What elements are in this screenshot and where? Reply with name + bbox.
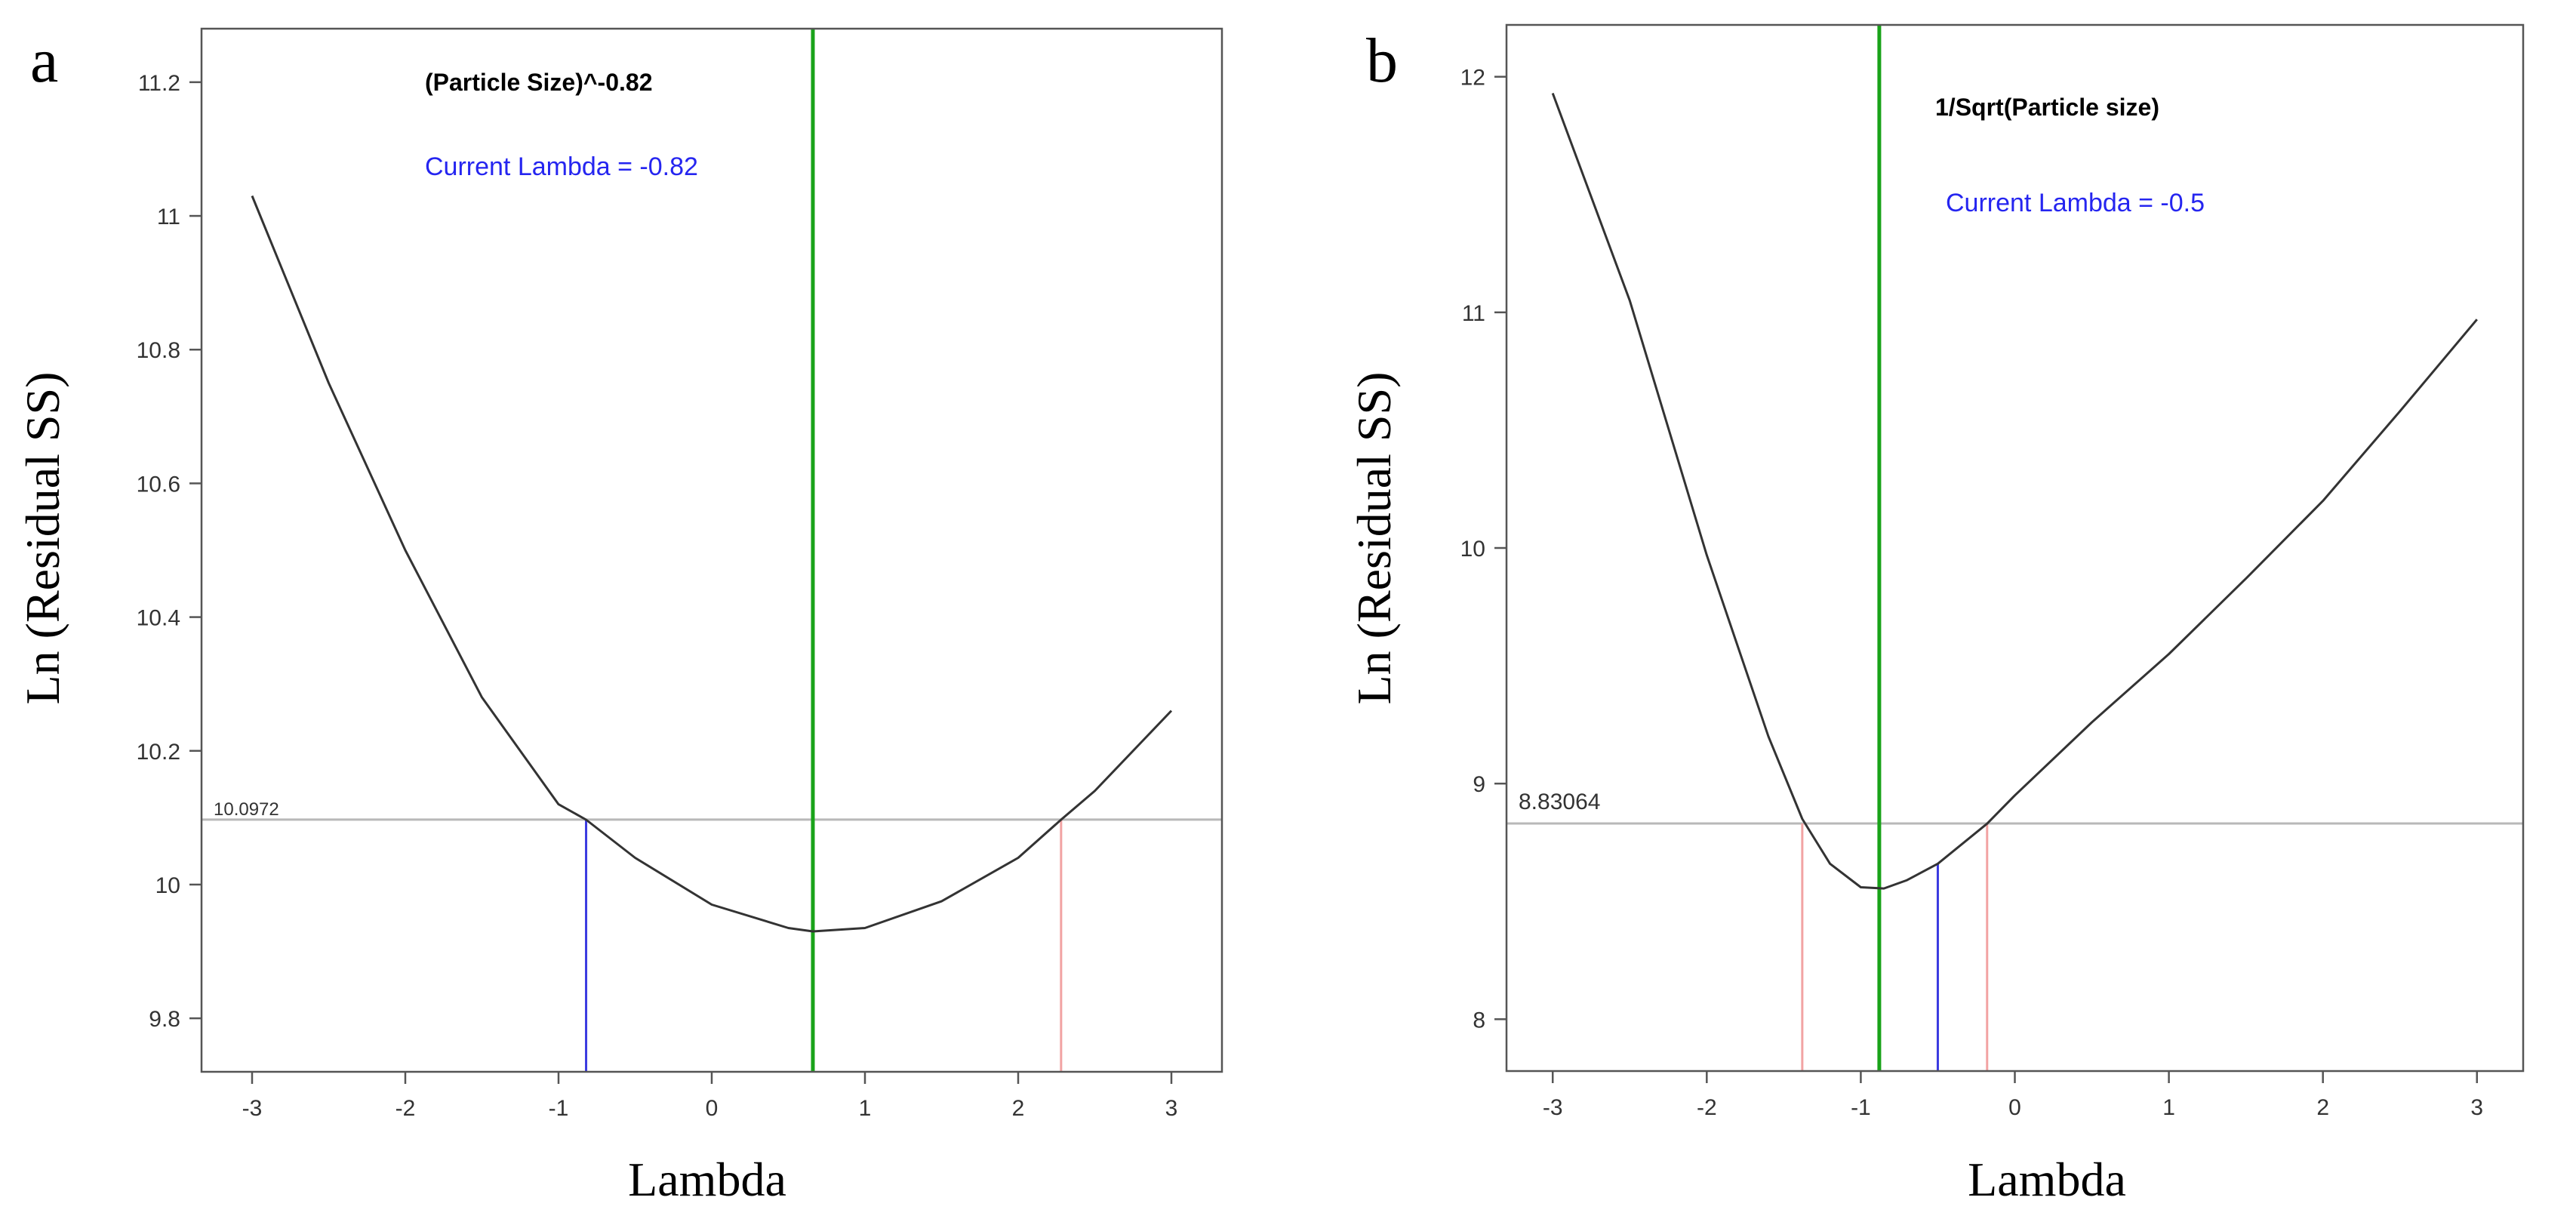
panel-a: a Ln (Residual SS) Lambda (Particle Size… — [16, 26, 1223, 1206]
panel-a-current-lambda-text: Current Lambda = -0.82 — [425, 152, 698, 181]
panel-a-x-tick-label: 2 — [1012, 1096, 1025, 1121]
panel-b-ylabel: Ln (Residual SS) — [1347, 372, 1401, 705]
panel-a-x-tick-label: 0 — [706, 1096, 719, 1121]
panel-b-y-tick-label: 8 — [1473, 1008, 1485, 1033]
panel-a-y-tick-label: 9.8 — [149, 1007, 180, 1032]
panel-b-xlabel: Lambda — [1968, 1153, 2126, 1206]
panel-a-y-tick-label: 10.2 — [137, 740, 180, 765]
panel-b-threshold-label: 8.83064 — [1519, 790, 1600, 814]
panel-a-threshold-label: 10.0972 — [214, 799, 279, 820]
panel-b-curve — [1551, 92, 2478, 890]
panel-a-curve — [251, 195, 1173, 933]
panel-b-current-lambda-text: Current Lambda = -0.5 — [1946, 189, 2205, 217]
panel-a-title: (Particle Size)^-0.82 — [425, 69, 652, 96]
panel-a-y-tick-label: 10.6 — [137, 472, 180, 497]
panel-a-x-tick-label: -3 — [242, 1096, 263, 1121]
panel-b-y-tick-label: 10 — [1460, 537, 1485, 562]
panel-b-title: 1/Sqrt(Particle size) — [1935, 94, 2159, 121]
panel-b-label: b — [1366, 26, 1398, 96]
panel-a-ylabel: Ln (Residual SS) — [16, 372, 69, 705]
panel-b-x-tick-label: 1 — [2162, 1095, 2175, 1120]
panel-b-x-tick-label: 0 — [2008, 1095, 2021, 1120]
panel-a-y-tick-label: 11.2 — [138, 71, 180, 96]
panel-b-y-tick-label: 9 — [1473, 772, 1485, 797]
panel-b: b Ln (Residual SS) Lambda 1/Sqrt(Particl… — [1347, 23, 2525, 1206]
panel-a-x-tick-label: -2 — [395, 1096, 416, 1121]
panel-a-plot-frame — [200, 27, 1223, 1073]
panel-a-y-tick-label: 10 — [155, 873, 180, 898]
panel-a-y-tick-label: 11 — [157, 205, 180, 229]
panel-a-x-tick-label: -1 — [549, 1096, 569, 1121]
panel-a-x-tick-label: 1 — [859, 1096, 872, 1121]
panel-b-y-tick-label: 12 — [1460, 66, 1485, 91]
panel-a-y-tick-label: 10.4 — [137, 606, 180, 631]
panel-b-x-tick-label: -3 — [1543, 1095, 1563, 1120]
panel-a-x-tick-label: 3 — [1165, 1096, 1178, 1121]
panel-b-x-tick-label: -1 — [1851, 1095, 1871, 1120]
panel-a-y-tick-label: 10.8 — [137, 338, 180, 363]
panel-a-plot-layer: -3 -2 -1 0 1 2 3 9.8 10 10.2 10.4 10.6 10.8 11 11.2 — [137, 29, 1222, 1121]
panel-a-xlabel: Lambda — [628, 1153, 786, 1206]
panel-b-y-tick-label: 11 — [1462, 301, 1485, 326]
panel-b-plot-frame — [1505, 23, 2525, 1073]
panel-a-label: a — [30, 26, 58, 96]
panel-b-x-tick-label: 3 — [2470, 1095, 2483, 1120]
panel-b-x-tick-label: 2 — [2316, 1095, 2329, 1120]
panel-b-x-tick-label: -2 — [1697, 1095, 1717, 1120]
